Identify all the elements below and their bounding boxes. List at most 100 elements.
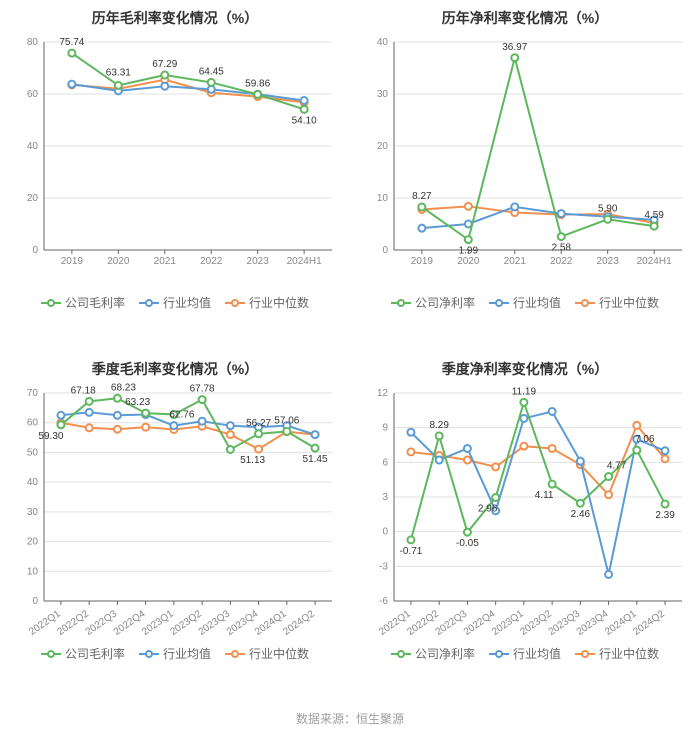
legend-swatch: [139, 298, 159, 308]
svg-text:2020: 2020: [107, 256, 130, 267]
svg-text:8.29: 8.29: [429, 420, 449, 431]
legend-company: 公司净利率: [391, 294, 475, 311]
legend-swatch: [139, 649, 159, 659]
legend-swatch: [391, 298, 411, 308]
legend-industry-median: 行业中位数: [575, 645, 659, 662]
svg-text:8.27: 8.27: [412, 191, 432, 202]
panel-quarterly-gross: 季度毛利率变化情况（%） 0102030405060702022Q12022Q2…: [0, 351, 350, 702]
svg-text:10: 10: [27, 566, 39, 577]
svg-text:12: 12: [377, 388, 389, 399]
legend-swatch: [489, 298, 509, 308]
svg-text:7.06: 7.06: [635, 434, 655, 445]
legend-label: 行业均值: [163, 294, 211, 311]
legend-company: 公司毛利率: [41, 645, 125, 662]
svg-text:30: 30: [377, 89, 389, 100]
legend-label: 行业中位数: [599, 645, 659, 662]
svg-text:2022: 2022: [200, 256, 223, 267]
legend-company: 公司毛利率: [41, 294, 125, 311]
legend-label: 公司毛利率: [65, 645, 125, 662]
panel-annual-gross: 历年毛利率变化情况（%） 020406080201920202021202220…: [0, 0, 350, 351]
legend-industry-avg: 行业均值: [489, 645, 561, 662]
svg-text:0: 0: [32, 596, 38, 607]
svg-text:2019: 2019: [411, 256, 434, 267]
svg-text:11.19: 11.19: [512, 386, 537, 397]
legend-industry-median: 行业中位数: [225, 294, 309, 311]
svg-text:0: 0: [382, 245, 388, 256]
legend-industry-avg: 行业均值: [489, 294, 561, 311]
svg-text:5.90: 5.90: [598, 203, 618, 214]
panel-quarterly-net: 季度净利率变化情况（%） -6-30369122022Q12022Q22022Q…: [350, 351, 700, 702]
svg-text:63.23: 63.23: [125, 397, 150, 408]
svg-text:2020: 2020: [457, 256, 480, 267]
svg-text:2023: 2023: [597, 256, 620, 267]
svg-text:2.46: 2.46: [571, 509, 591, 520]
chart-quarterly-net: -6-30369122022Q12022Q22022Q32022Q42023Q1…: [356, 383, 694, 643]
svg-text:64.45: 64.45: [199, 66, 224, 77]
legend-quarterly-net: 公司净利率行业均值 行业中位数: [356, 645, 694, 662]
svg-text:30: 30: [27, 507, 39, 518]
svg-text:2.39: 2.39: [655, 510, 675, 521]
title-quarterly-gross: 季度毛利率变化情况（%）: [6, 359, 344, 379]
legend-annual-gross: 公司毛利率 行业均值 行业中位数: [6, 294, 344, 311]
svg-text:36.97: 36.97: [502, 42, 527, 53]
data-source-footer: 数据来源：恒生聚源: [0, 702, 700, 737]
svg-text:4.59: 4.59: [644, 210, 664, 221]
svg-text:54.10: 54.10: [292, 115, 317, 126]
svg-text:56.27: 56.27: [246, 418, 271, 429]
svg-text:4.11: 4.11: [535, 490, 554, 501]
legend-swatch: [575, 649, 595, 659]
svg-text:70: 70: [27, 388, 39, 399]
chart-annual-net: 010203040201920202021202220232024H18.271…: [356, 32, 694, 292]
legend-company: 公司净利率: [391, 645, 475, 662]
svg-text:2021: 2021: [504, 256, 527, 267]
svg-text:0: 0: [382, 527, 388, 538]
svg-text:40: 40: [27, 477, 39, 488]
svg-text:20: 20: [377, 141, 389, 152]
legend-swatch: [225, 649, 245, 659]
legend-industry-avg: 行业均值: [139, 294, 211, 311]
title-annual-gross: 历年毛利率变化情况（%）: [6, 8, 344, 28]
chart-grid: 历年毛利率变化情况（%） 020406080201920202021202220…: [0, 0, 700, 702]
svg-text:57.06: 57.06: [274, 415, 299, 426]
svg-text:67.29: 67.29: [152, 59, 177, 70]
legend-swatch: [41, 298, 61, 308]
title-quarterly-net: 季度净利率变化情况（%）: [356, 359, 694, 379]
svg-text:2022: 2022: [550, 256, 573, 267]
svg-text:75.74: 75.74: [59, 37, 84, 48]
svg-text:2024Q2: 2024Q2: [631, 608, 667, 638]
svg-text:6: 6: [382, 457, 388, 468]
panel-annual-net: 历年净利率变化情况（%） 010203040201920202021202220…: [350, 0, 700, 351]
svg-text:2024H1: 2024H1: [287, 256, 322, 267]
legend-swatch: [575, 298, 595, 308]
svg-text:10: 10: [377, 193, 389, 204]
legend-annual-net: 公司净利率行业均值 行业中位数: [356, 294, 694, 311]
legend-label: 行业中位数: [249, 294, 309, 311]
svg-text:67.78: 67.78: [190, 384, 215, 395]
svg-text:2.58: 2.58: [551, 243, 571, 254]
svg-text:80: 80: [27, 37, 39, 48]
legend-label: 公司毛利率: [65, 294, 125, 311]
chart-quarterly-gross: 0102030405060702022Q12022Q22022Q32022Q42…: [6, 383, 344, 643]
legend-swatch: [391, 649, 411, 659]
svg-text:-0.71: -0.71: [400, 546, 423, 557]
legend-label: 行业中位数: [249, 645, 309, 662]
svg-text:59.30: 59.30: [38, 431, 63, 442]
legend-label: 行业均值: [163, 645, 211, 662]
svg-text:20: 20: [27, 537, 39, 548]
svg-text:2021: 2021: [154, 256, 177, 267]
title-annual-net: 历年净利率变化情况（%）: [356, 8, 694, 28]
legend-quarterly-gross: 公司毛利率 行业均值 行业中位数: [6, 645, 344, 662]
legend-swatch: [225, 298, 245, 308]
svg-text:40: 40: [27, 141, 39, 152]
legend-swatch: [41, 649, 61, 659]
svg-text:60: 60: [27, 89, 39, 100]
svg-text:63.31: 63.31: [106, 67, 131, 78]
svg-text:0: 0: [32, 245, 38, 256]
svg-text:20: 20: [27, 193, 39, 204]
svg-text:51.13: 51.13: [240, 455, 265, 466]
legend-label: 公司净利率: [415, 294, 475, 311]
svg-text:2023: 2023: [247, 256, 270, 267]
chart-annual-gross: 020406080201920202021202220232024H175.74…: [6, 32, 344, 292]
legend-label: 行业中位数: [599, 294, 659, 311]
svg-text:62.76: 62.76: [169, 410, 194, 421]
